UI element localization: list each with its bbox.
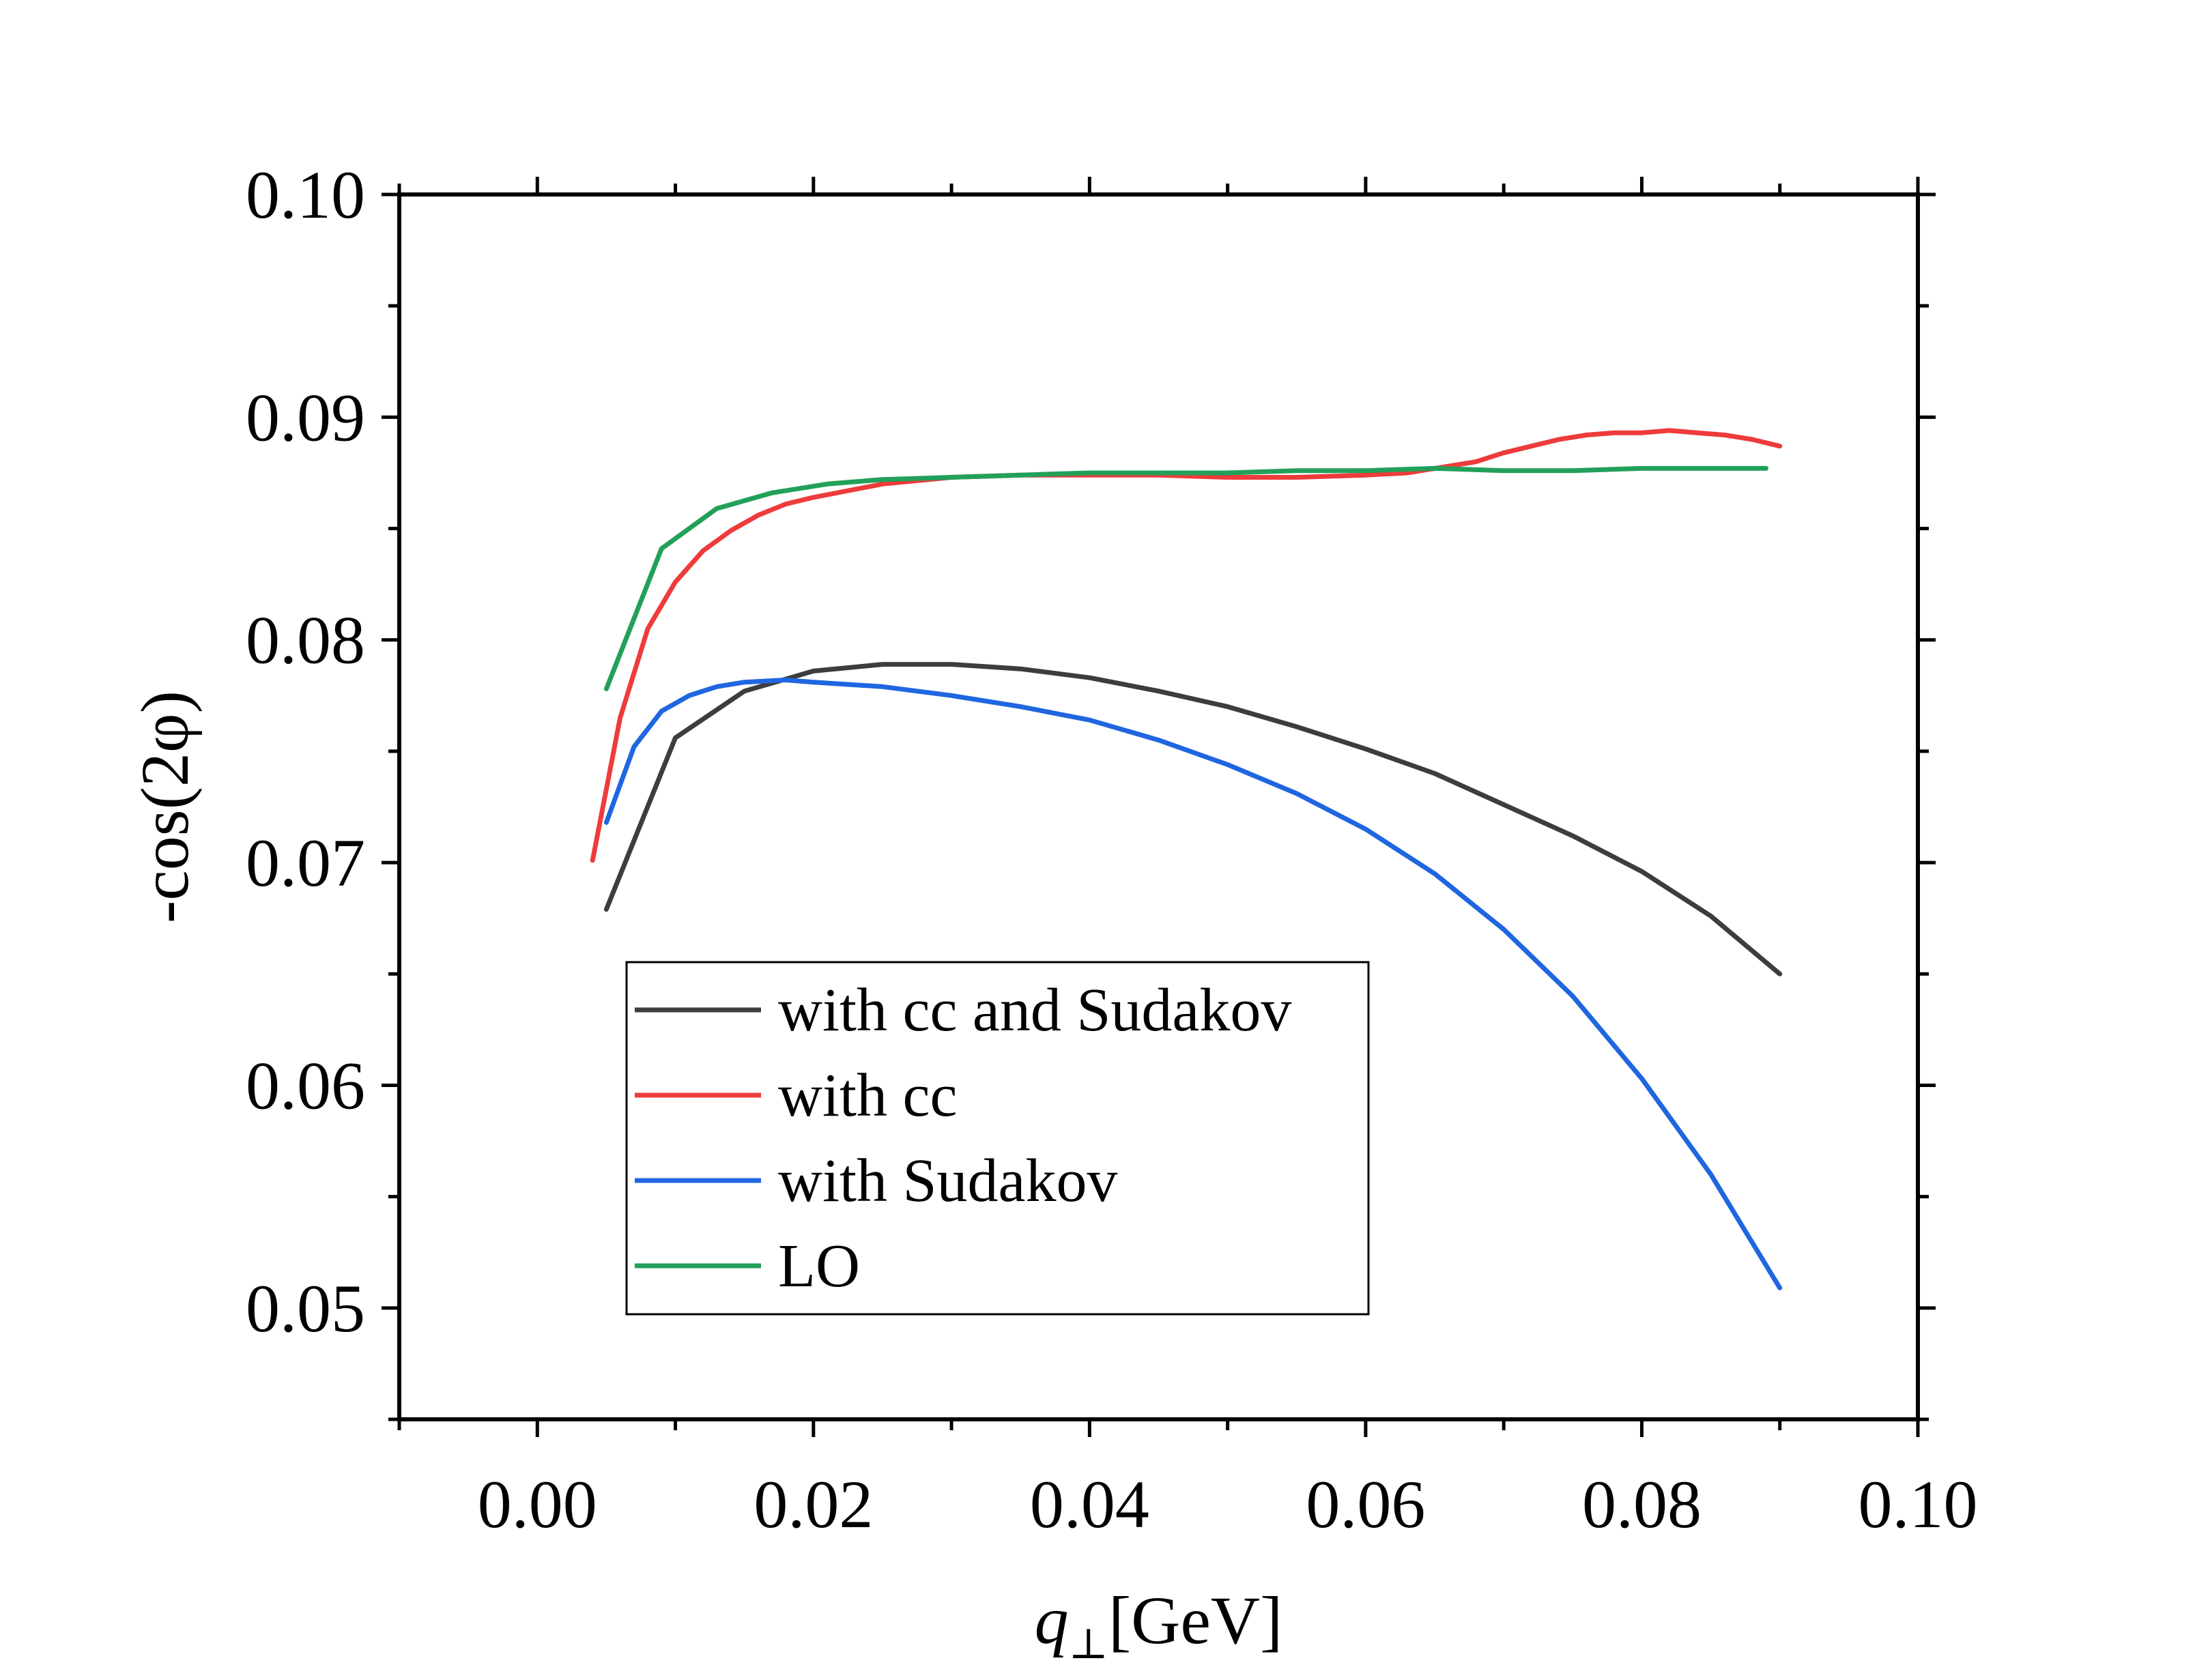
legend: with cc and Sudakov with cc with Sudakov LO (625, 961, 1370, 1316)
x-tick-label: 0.02 (754, 1466, 873, 1542)
legend-label: with Sudakov (778, 1147, 1118, 1215)
tick-labels: 0.00 0.02 0.04 0.06 0.08 0.10 0.05 0.06 0.07 0.08… (246, 157, 1978, 1542)
y-tick-label: 0.05 (246, 1271, 365, 1346)
legend-label: LO (778, 1232, 860, 1300)
y-axis-title: -cos(2φ) (127, 691, 203, 923)
series-line-1 (590, 428, 1783, 863)
x-tick-label: 0.06 (1306, 1466, 1425, 1542)
x-tick-label: 0.10 (1859, 1466, 1978, 1542)
plot-frame (397, 192, 1920, 1421)
x-axis-unit: [GeV] (1108, 1582, 1282, 1658)
series-line-0 (603, 662, 1783, 976)
y-tick-label: 0.06 (246, 1047, 365, 1123)
x-axis-title: q⊥[GeV] (1035, 1582, 1283, 1668)
x-axis-symbol: q (1035, 1582, 1069, 1658)
x-tick-label: 0.08 (1582, 1466, 1702, 1542)
x-tick-label: 0.00 (478, 1466, 597, 1542)
legend-label: with cc (778, 1062, 957, 1129)
series-line-3 (603, 465, 1768, 691)
legend-box (625, 961, 1370, 1316)
y-tick-label: 0.09 (246, 379, 365, 455)
legend-label: with cc and Sudakov (778, 976, 1291, 1044)
y-tick-label: 0.10 (246, 157, 365, 233)
series-line-2 (603, 678, 1783, 1290)
x-tick-label: 0.04 (1030, 1466, 1149, 1542)
legend-items: with cc and Sudakov with cc with Sudakov LO (635, 976, 1291, 1300)
y-tick-label: 0.07 (246, 825, 365, 901)
x-axis-subscript: ⊥ (1069, 1621, 1108, 1668)
y-tick-label: 0.08 (246, 603, 365, 678)
series-lines (590, 428, 1783, 1290)
